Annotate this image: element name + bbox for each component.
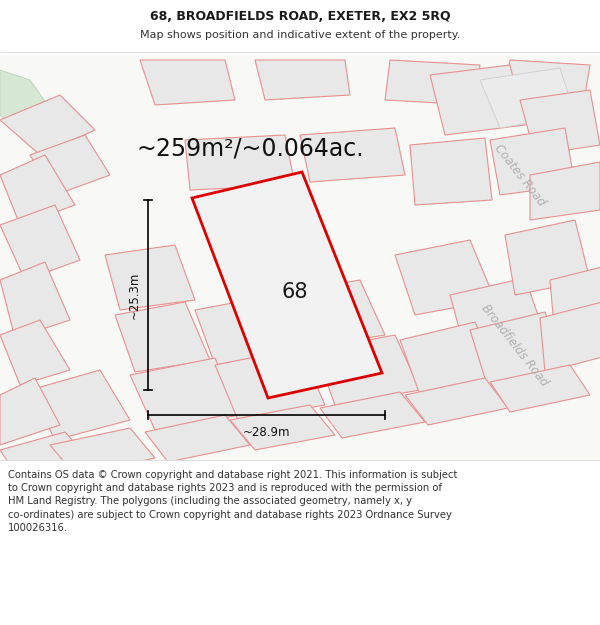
Polygon shape (0, 378, 60, 445)
Polygon shape (0, 262, 70, 338)
Polygon shape (450, 278, 545, 350)
Polygon shape (405, 378, 508, 425)
Bar (0, 55, 600, 460)
Polygon shape (185, 135, 295, 190)
Polygon shape (275, 280, 385, 350)
Text: ~259m²/~0.064ac.: ~259m²/~0.064ac. (136, 136, 364, 160)
Text: 68, BROADFIELDS ROAD, EXETER, EX2 5RQ: 68, BROADFIELDS ROAD, EXETER, EX2 5RQ (149, 9, 451, 22)
Polygon shape (0, 432, 90, 480)
Polygon shape (30, 135, 110, 195)
Bar (0, 460, 600, 625)
Text: 68: 68 (282, 282, 308, 302)
Polygon shape (490, 128, 575, 195)
Polygon shape (195, 295, 300, 365)
Text: ~25.3m: ~25.3m (128, 271, 140, 319)
Polygon shape (30, 370, 130, 440)
Polygon shape (192, 172, 382, 398)
Polygon shape (540, 300, 600, 372)
Polygon shape (215, 348, 325, 420)
Polygon shape (550, 265, 600, 338)
Polygon shape (430, 65, 525, 135)
Text: Contains OS data © Crown copyright and database right 2021. This information is : Contains OS data © Crown copyright and d… (8, 470, 457, 532)
Polygon shape (255, 60, 350, 100)
Polygon shape (505, 220, 590, 295)
Polygon shape (520, 90, 600, 155)
Text: Map shows position and indicative extent of the property.: Map shows position and indicative extent… (140, 30, 460, 40)
Polygon shape (320, 392, 425, 438)
Polygon shape (490, 365, 590, 412)
Polygon shape (315, 335, 420, 405)
Polygon shape (0, 95, 95, 155)
Text: ~28.9m: ~28.9m (243, 426, 290, 439)
Polygon shape (410, 138, 492, 205)
Polygon shape (0, 70, 65, 145)
Polygon shape (505, 60, 590, 95)
Polygon shape (530, 162, 600, 220)
Polygon shape (105, 245, 195, 310)
Polygon shape (0, 155, 75, 225)
Polygon shape (145, 415, 250, 462)
Polygon shape (50, 428, 155, 475)
Polygon shape (400, 322, 500, 395)
Polygon shape (480, 68, 575, 128)
Text: Coates Road: Coates Road (492, 142, 548, 208)
Polygon shape (140, 60, 235, 105)
Polygon shape (395, 240, 495, 315)
Polygon shape (0, 320, 70, 385)
Polygon shape (115, 302, 210, 372)
Polygon shape (230, 405, 335, 450)
Polygon shape (470, 312, 565, 388)
Text: Broadfields Road: Broadfields Road (479, 301, 551, 389)
Bar (0, 0, 600, 52)
Polygon shape (0, 205, 80, 280)
Polygon shape (385, 60, 480, 105)
Polygon shape (300, 128, 405, 182)
Polygon shape (130, 358, 240, 430)
